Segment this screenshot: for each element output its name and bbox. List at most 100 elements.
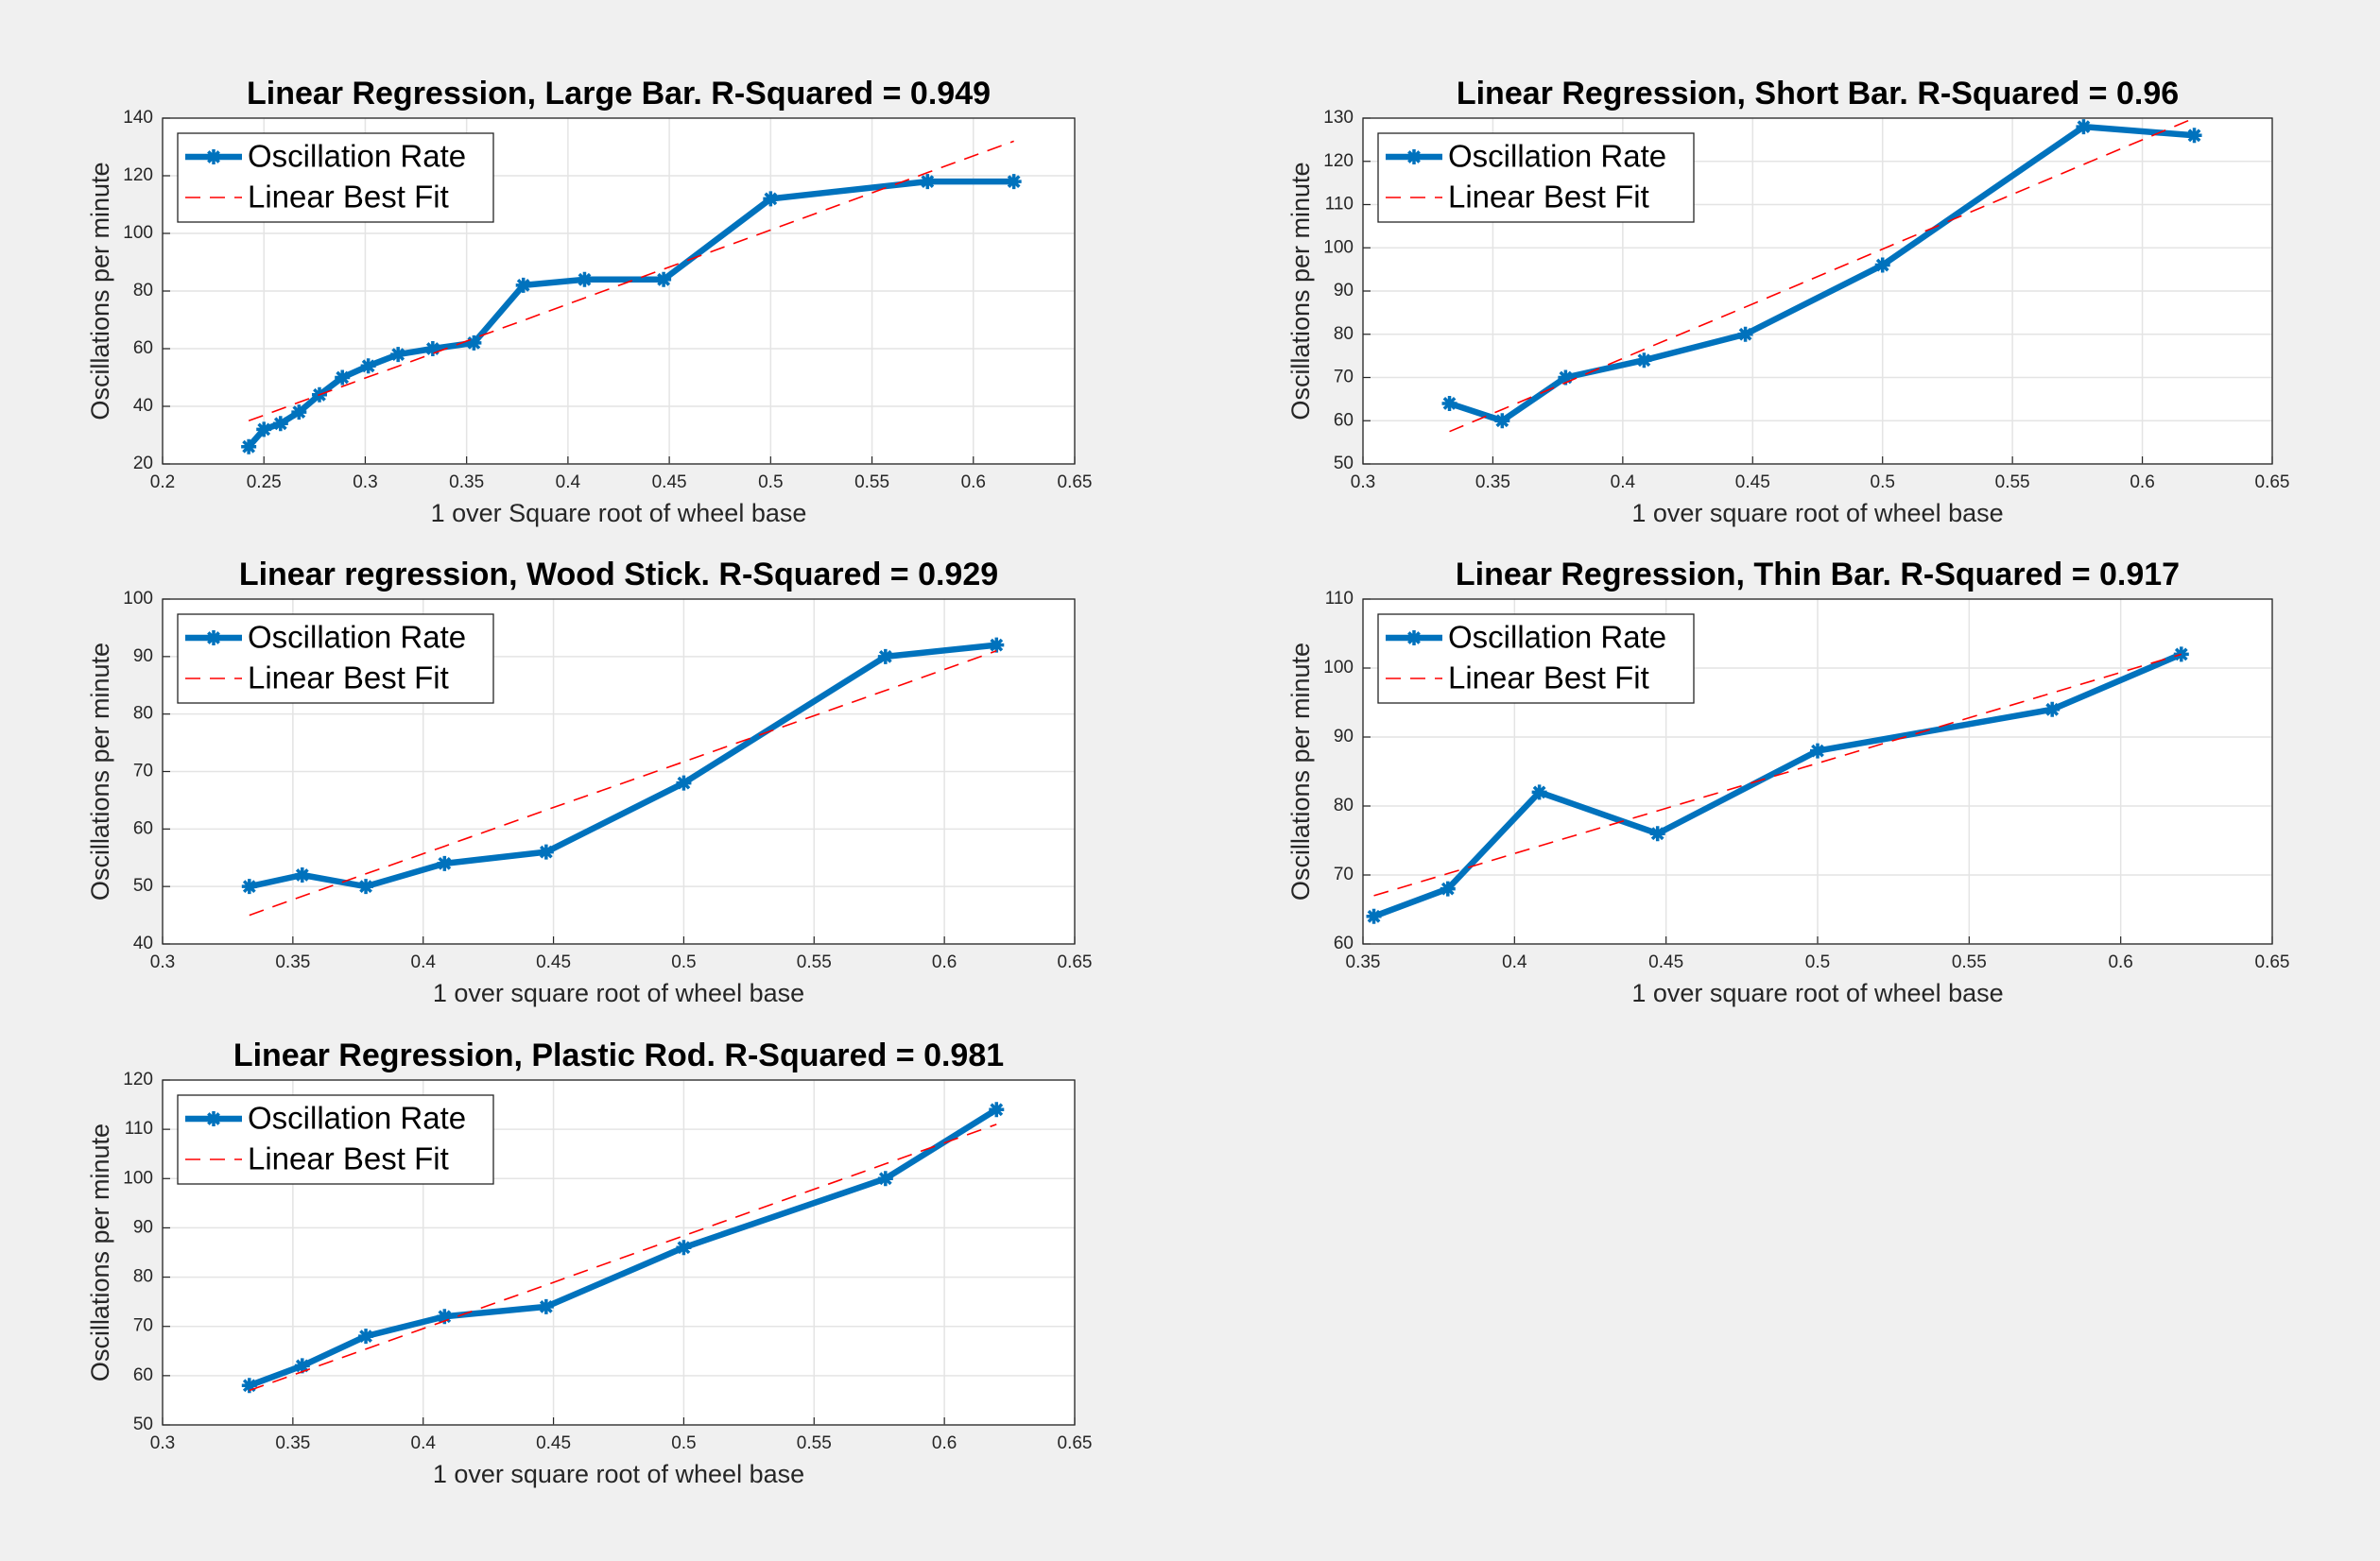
y-tick-label: 60 [133,818,153,838]
fit-line [249,649,997,917]
legend-box [177,613,494,704]
marker [358,879,374,895]
marker [390,347,406,363]
y-tick-label: 50 [133,1415,153,1434]
marker [989,637,1005,653]
marker [241,1378,257,1394]
marker [2044,701,2061,717]
axes-box [162,1079,1076,1426]
legend-box [177,1094,494,1185]
y-tick-label: 50 [1334,454,1354,473]
x-tick-label: 0.35 [1475,472,1510,492]
marker [920,174,936,190]
legend-box [177,132,494,223]
x-tick-label: 0.55 [854,472,889,492]
data-line [246,178,1014,449]
marker [466,334,482,351]
x-tick-label: 0.6 [961,472,986,492]
chart-title: Linear Regression, Large Bar. R-Squared … [247,76,991,112]
marker [1874,257,1890,273]
x-tick-label: 0.55 [797,1433,832,1453]
fit-line [248,140,1014,422]
y-tick-label: 40 [133,396,153,416]
marker [437,855,453,871]
y-tick-label: 60 [1334,410,1354,430]
subplot: 0.3 0.35 0.4 0.45 0.5 0.55 0.6 0.65 50 60 70 80 90 10… [86,1038,1092,1488]
x-tick-label: 0.35 [449,472,484,492]
legend: Oscillation Rate Linear Best Fit [1377,613,1695,704]
x-tick-label: 0.4 [411,952,437,972]
x-tick-label: 0.4 [556,472,581,492]
x-axis-label: 1 over square root of wheel base [433,1460,804,1488]
marker [1366,908,1382,924]
legend-marker [206,630,221,645]
x-tick-label: 0.65 [1058,952,1093,972]
marker [294,867,310,883]
axes-box [1362,117,2273,465]
x-tick-label: 0.45 [652,472,687,492]
legend-marker [1406,149,1422,164]
legend: Oscillation Rate Linear Best Fit [177,1094,494,1185]
x-tick-label: 0.55 [1995,472,2030,492]
x-axis-label: 1 over square root of wheel base [433,979,804,1007]
x-tick-label: 0.35 [275,952,310,972]
x-tick-label: 0.35 [1346,952,1381,972]
y-tick-label: 110 [1325,195,1354,214]
x-tick-label: 0.3 [1351,472,1375,492]
y-tick-label: 40 [133,934,153,953]
subplot: 0.3 0.35 0.4 0.45 0.5 0.55 0.6 0.65 50 60 70 80 90 10… [1286,76,2289,527]
legend-label: Oscillation Rate [248,139,466,174]
legend: Oscillation Rate Linear Best Fit [177,132,494,223]
chart-title: Linear Regression, Thin Bar. R-Squared =… [1456,557,2180,592]
legend: Oscillation Rate Linear Best Fit [1377,132,1695,223]
marker [538,1298,554,1314]
y-tick-label: 90 [133,1217,153,1237]
y-axis-label: Oscillations per minute [1286,643,1315,901]
x-axis-label: 1 over square root of wheel base [1631,499,2003,527]
marker [335,369,351,386]
legend-box [1377,132,1695,223]
x-tick-label: 0.3 [150,1433,175,1453]
y-tick-label: 100 [1323,658,1354,678]
chart-title: Linear Regression, Short Bar. R-Squared … [1457,76,2179,112]
chart-title: Linear regression, Wood Stick. R-Squared… [239,557,998,592]
x-axis-label: 1 over square root of wheel base [1631,979,2003,1007]
x-tick-label: 0.6 [932,952,957,972]
y-tick-label: 120 [1323,151,1354,171]
x-tick-label: 0.65 [1058,472,1093,492]
marker [2076,119,2092,135]
marker [1006,174,1022,190]
marker [1810,743,1825,759]
marker [989,1102,1005,1118]
y-tick-label: 80 [1334,796,1354,815]
y-tick-label: 120 [123,165,153,185]
legend-label: Linear Best Fit [1448,660,1649,695]
legend-marker [1406,630,1422,645]
y-tick-label: 90 [133,646,153,666]
y-axis-label: Oscillations per minute [86,162,114,420]
x-tick-label: 0.3 [150,952,175,972]
axes-box [162,598,1076,945]
x-tick-label: 0.45 [536,1433,571,1453]
x-tick-label: 0.55 [1952,952,1987,972]
marker [515,277,531,293]
y-tick-label: 20 [133,454,153,473]
y-tick-label: 60 [133,1365,153,1385]
x-tick-label: 0.5 [1805,952,1830,972]
marker [291,404,307,420]
marker [656,271,672,287]
x-tick-label: 0.35 [275,1433,310,1453]
x-tick-label: 0.65 [2255,472,2290,492]
y-tick-label: 60 [1334,934,1354,953]
legend-label: Linear Best Fit [248,1141,449,1176]
legend-label: Oscillation Rate [248,620,466,655]
x-tick-label: 0.45 [1735,472,1770,492]
marker [1494,413,1510,429]
marker [538,844,554,860]
y-tick-label: 100 [123,223,153,243]
y-tick-label: 110 [1325,589,1354,609]
axes-box [1362,598,2273,945]
y-tick-label: 80 [133,281,153,300]
x-axis-label: 1 over Square root of wheel base [431,499,807,527]
legend-label: Oscillation Rate [1448,620,1666,655]
